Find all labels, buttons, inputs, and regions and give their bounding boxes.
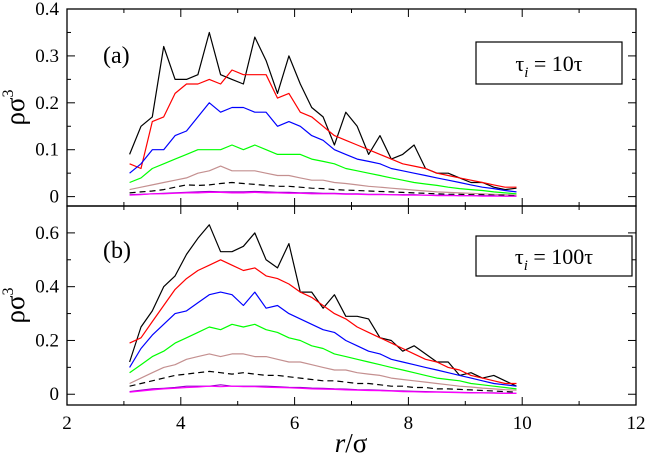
- x-axis-label-rest: /σ: [345, 428, 368, 458]
- y-axis-label-base: ρσ: [0, 295, 30, 323]
- annotation-text: τi = 100τ: [515, 244, 593, 274]
- y-axis-label: ρσ3: [0, 89, 30, 125]
- series-line-green: [129, 144, 517, 195]
- annotation-tau: τ: [515, 51, 524, 76]
- series-line-red: [129, 69, 517, 188]
- panel-b: 2 4 6 8 10 12 0 0.2 0.4 0.6 ρσ3 (b) τi = 100τ: [0, 205, 646, 434]
- y-tick-label: 0.2: [35, 330, 59, 351]
- y-tick-label: 0.1: [35, 140, 59, 161]
- x-tick-label: 10: [513, 413, 532, 434]
- y-tick-label: 0: [50, 187, 60, 208]
- annotation-sub: i: [524, 258, 528, 274]
- plot-frame: [66, 8, 637, 207]
- x-axis-label: r/σ: [335, 428, 368, 458]
- series-group: [129, 31, 517, 197]
- series-line-magenta: [129, 191, 517, 197]
- x-axis-label-r: r: [335, 428, 346, 458]
- annotation-sub: i: [524, 65, 528, 81]
- x-tick-label: 12: [627, 413, 646, 434]
- y-axis-label: ρσ3: [0, 287, 30, 323]
- series-line-tan: [129, 165, 517, 196]
- series-group: [129, 224, 517, 394]
- y-axis-label-base: ρσ: [0, 97, 30, 125]
- annotation-tau: τ: [515, 244, 524, 269]
- y-tick-label: 0.2: [35, 93, 59, 114]
- series-line-black-dashed: [129, 370, 517, 393]
- x-tick-label: 2: [62, 413, 72, 434]
- y-tick-label: 0.3: [35, 46, 59, 67]
- y-tick-label: 0: [50, 384, 60, 405]
- x-tick-label: 8: [404, 413, 414, 434]
- series-line-blue: [129, 102, 517, 193]
- series-line-red: [129, 259, 517, 385]
- y-axis-label-sup: 3: [0, 287, 17, 295]
- annotation-rest: = 100τ: [528, 244, 593, 269]
- y-axis-label-sup: 3: [0, 89, 17, 97]
- annotation-text: τi = 10τ: [515, 51, 582, 81]
- y-tick-label: 0.4: [35, 0, 59, 20]
- series-line-magenta: [129, 385, 517, 394]
- series-line-black: [129, 31, 517, 191]
- y-tick-label: 0.4: [35, 277, 59, 298]
- annotation-box: [475, 235, 633, 277]
- x-tick-label: 6: [290, 413, 300, 434]
- series-line-black-dashed: [129, 181, 517, 197]
- panel-label: (a): [103, 43, 130, 69]
- annotation-box: [475, 41, 623, 85]
- series-line-blue: [129, 291, 517, 387]
- panel-a: 0 0.1 0.2 0.3 0.4 ρσ3 (a) τi = 10τ: [0, 0, 637, 208]
- panel-label: (b): [103, 238, 131, 264]
- x-tick-label: 4: [176, 413, 186, 434]
- y-tick-label: 0.6: [35, 223, 59, 244]
- annotation-rest: = 10τ: [528, 51, 582, 76]
- series-line-tan: [129, 353, 517, 391]
- series-line-green: [129, 323, 517, 390]
- series-line-black: [129, 224, 517, 387]
